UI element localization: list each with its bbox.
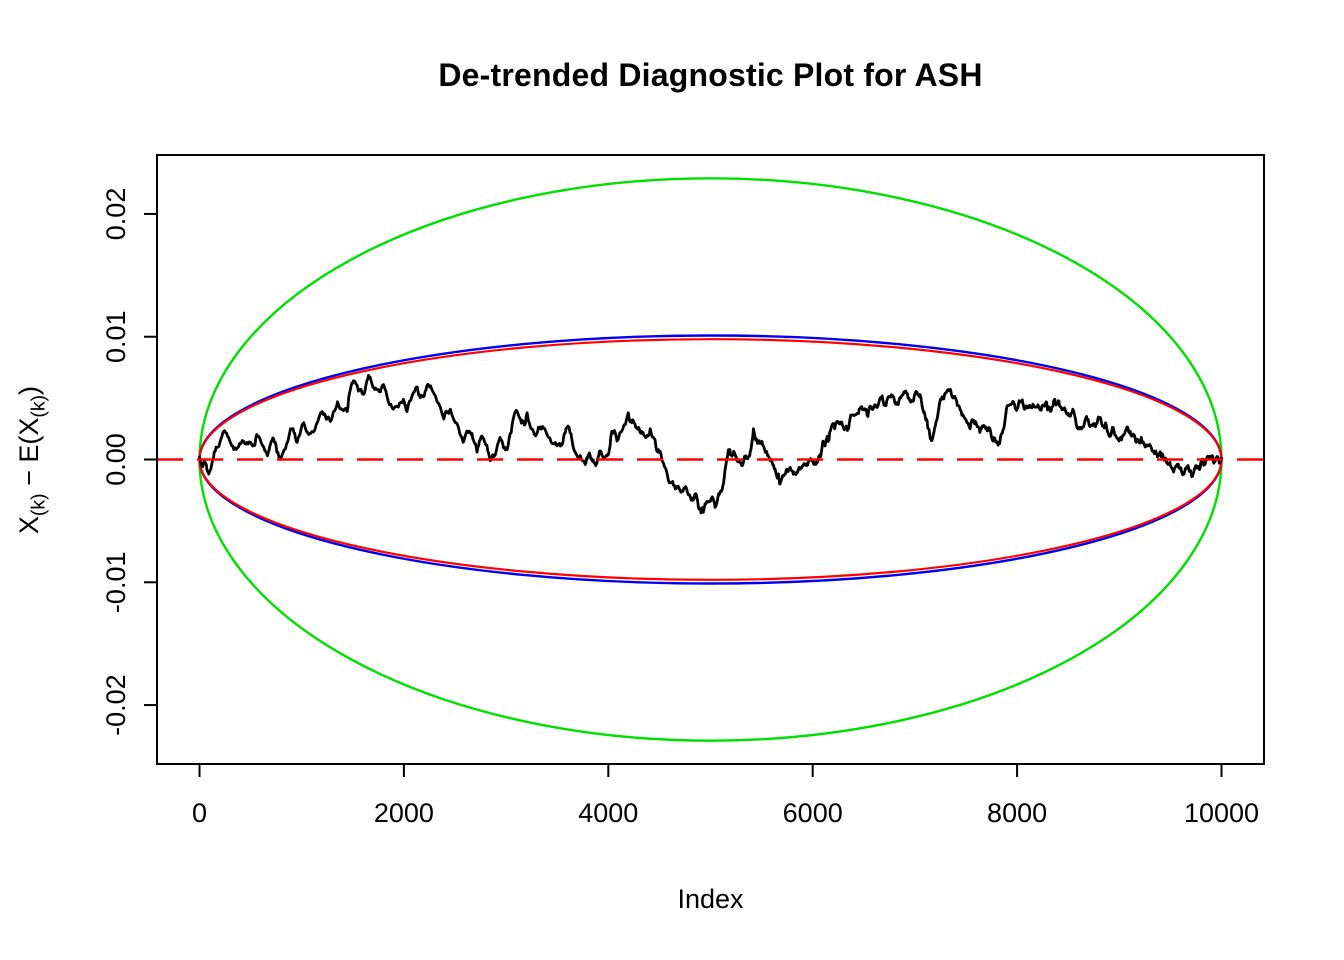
asymptotic-envelope-ellipse bbox=[198, 338, 1223, 581]
y-tick-label: 0.02 bbox=[101, 188, 131, 241]
y-tick-label: 0.01 bbox=[101, 310, 131, 363]
y-axis-label: X(k) − E(X(k)) bbox=[9, 160, 49, 760]
x-tick-label: 0 bbox=[192, 798, 207, 828]
y-tick-label: -0.02 bbox=[101, 674, 131, 736]
y-tick-label: 0.00 bbox=[101, 433, 131, 486]
y-tick-label: -0.01 bbox=[101, 552, 131, 614]
x-tick-label: 10000 bbox=[1184, 798, 1259, 828]
x-tick-label: 4000 bbox=[578, 798, 638, 828]
x-tick-label: 6000 bbox=[783, 798, 843, 828]
axes-layer: 0 2000 4000 6000 8000 10000 -0.02 -0.01 0.00 0.01… bbox=[101, 154, 1265, 828]
detrended-order-statistic-path bbox=[198, 374, 1223, 515]
y-axis-label-text: X(k) − E(X(k)) bbox=[14, 385, 50, 535]
x-tick-label: 2000 bbox=[374, 798, 434, 828]
x-axis-label: Index bbox=[677, 884, 744, 914]
x-tick-label: 8000 bbox=[987, 798, 1047, 828]
plot-title: De-trended Diagnostic Plot for ASH bbox=[438, 57, 983, 93]
series-layer bbox=[157, 177, 1264, 742]
outer-envelope-ellipse bbox=[198, 177, 1223, 742]
